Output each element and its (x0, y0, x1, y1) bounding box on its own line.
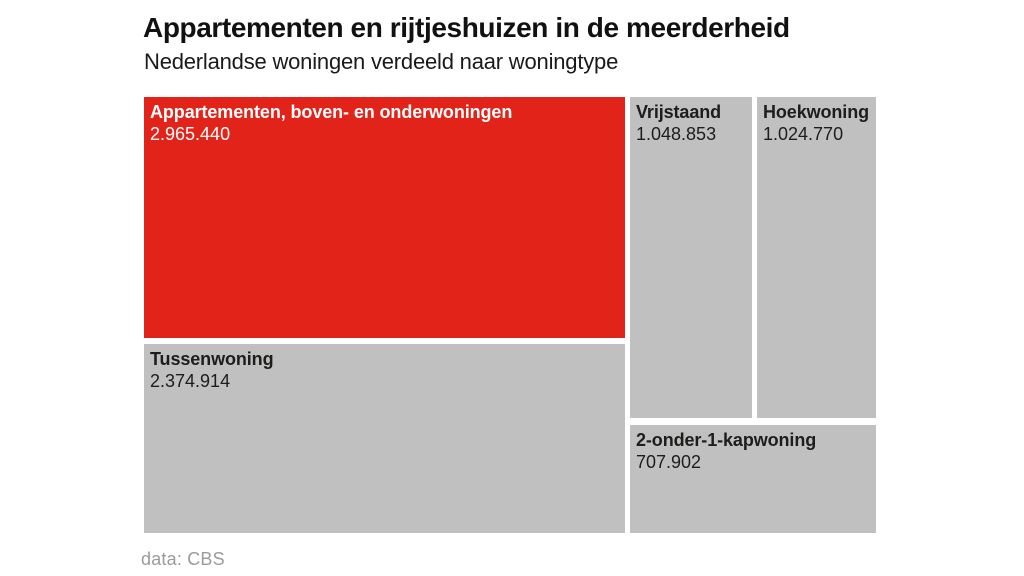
tile-value: 1.024.770 (763, 124, 844, 144)
tile-value: 2.374.914 (150, 371, 231, 391)
tile-value: 1.048.853 (636, 124, 717, 144)
tile-label: Vrijstaand (636, 102, 722, 122)
tile-label: Appartementen, boven- en onderwoningen (150, 102, 513, 122)
tile-label: Tussenwoning (150, 349, 274, 369)
chart-title: Appartementen en rijtjeshuizen in de mee… (143, 12, 790, 43)
tile-value: 707.902 (636, 452, 702, 472)
data-source-label: data: CBS (141, 549, 225, 569)
treemap-tile-tussenwoning: Tussenwoning 2.374.914 (144, 344, 625, 533)
chart-subtitle: Nederlandse woningen verdeeld naar wonin… (144, 49, 619, 74)
treemap-tile-hoekwoning: Hoekwoning 1.024.770 (757, 97, 876, 418)
treemap-tile-appartementen: Appartementen, boven- en onderwoningen 2… (144, 97, 625, 338)
tile-value: 2.965.440 (150, 124, 231, 144)
tile-label: Hoekwoning (763, 102, 869, 122)
treemap-tile-2-onder-1-kapwoning: 2-onder-1-kapwoning 707.902 (630, 425, 876, 533)
tile-label: 2-onder-1-kapwoning (636, 430, 817, 450)
treemap-tile-vrijstaand: Vrijstaand 1.048.853 (630, 97, 752, 418)
treemap-chart: Appartementen, boven- en onderwoningen 2… (144, 97, 876, 533)
